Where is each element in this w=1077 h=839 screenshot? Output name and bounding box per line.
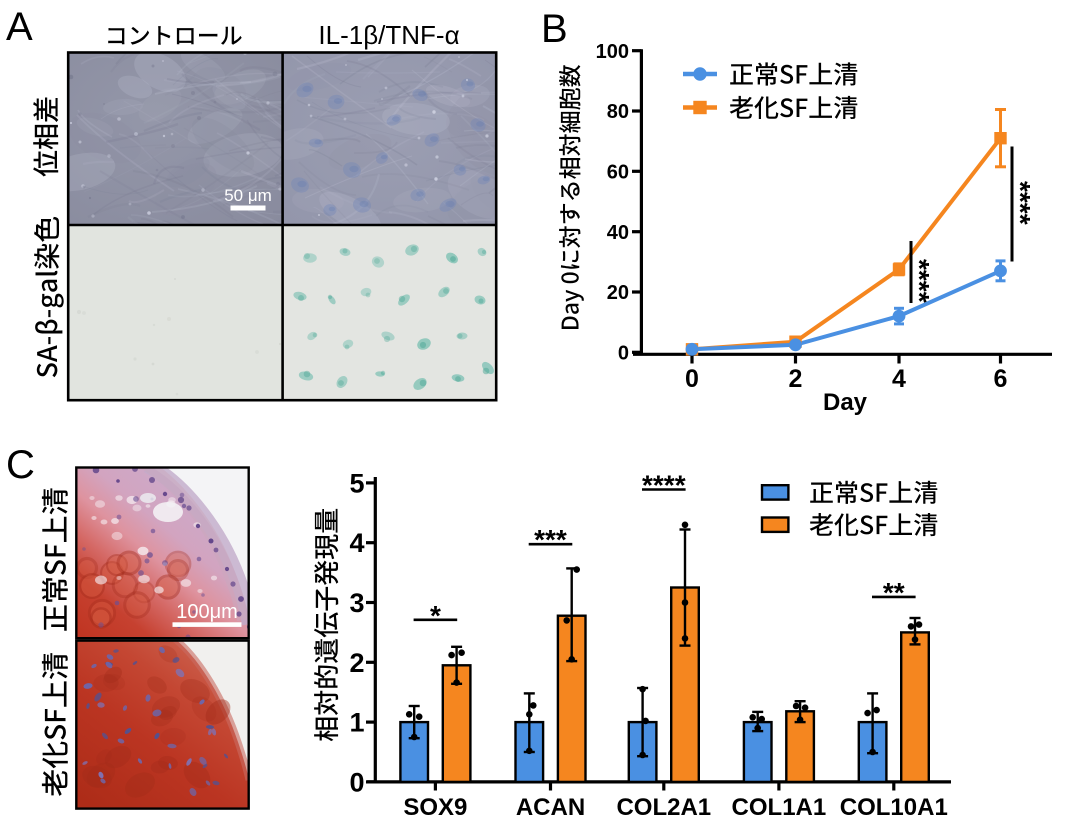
svg-text:0: 0 — [618, 343, 629, 365]
svg-text:Day: Day — [823, 389, 868, 416]
svg-text:A: A — [6, 5, 33, 49]
svg-text:COL10A1: COL10A1 — [840, 794, 948, 821]
svg-text:B: B — [541, 7, 568, 51]
svg-text:****: **** — [1005, 181, 1036, 225]
svg-text:COL2A1: COL2A1 — [616, 794, 711, 821]
svg-text:4: 4 — [892, 365, 906, 393]
svg-text:**: ** — [883, 577, 905, 608]
svg-text:0: 0 — [685, 365, 699, 393]
svg-text:50 μm: 50 μm — [224, 186, 272, 205]
svg-text:2: 2 — [349, 648, 364, 678]
svg-text:ACAN: ACAN — [516, 794, 585, 821]
svg-text:20: 20 — [607, 282, 629, 304]
svg-text:0: 0 — [349, 767, 364, 797]
svg-text:****: **** — [642, 470, 686, 501]
svg-text:****: **** — [904, 259, 935, 303]
svg-text:*: * — [430, 600, 441, 631]
svg-text:1: 1 — [349, 708, 364, 738]
svg-text:40: 40 — [607, 222, 629, 244]
svg-text:5: 5 — [349, 468, 364, 498]
svg-text:4: 4 — [349, 528, 364, 558]
svg-text:SOX9: SOX9 — [403, 794, 467, 821]
svg-text:3: 3 — [349, 588, 364, 618]
svg-text:2: 2 — [789, 365, 803, 393]
svg-text:80: 80 — [607, 101, 629, 123]
svg-text:6: 6 — [994, 365, 1008, 393]
svg-text:COL1A1: COL1A1 — [732, 794, 827, 821]
svg-text:IL-1β/TNF-α: IL-1β/TNF-α — [318, 20, 459, 50]
svg-text:***: *** — [534, 524, 567, 555]
svg-text:100: 100 — [596, 41, 629, 63]
svg-text:60: 60 — [607, 162, 629, 184]
svg-text:100μm: 100μm — [176, 601, 238, 623]
svg-text:C: C — [6, 443, 35, 487]
